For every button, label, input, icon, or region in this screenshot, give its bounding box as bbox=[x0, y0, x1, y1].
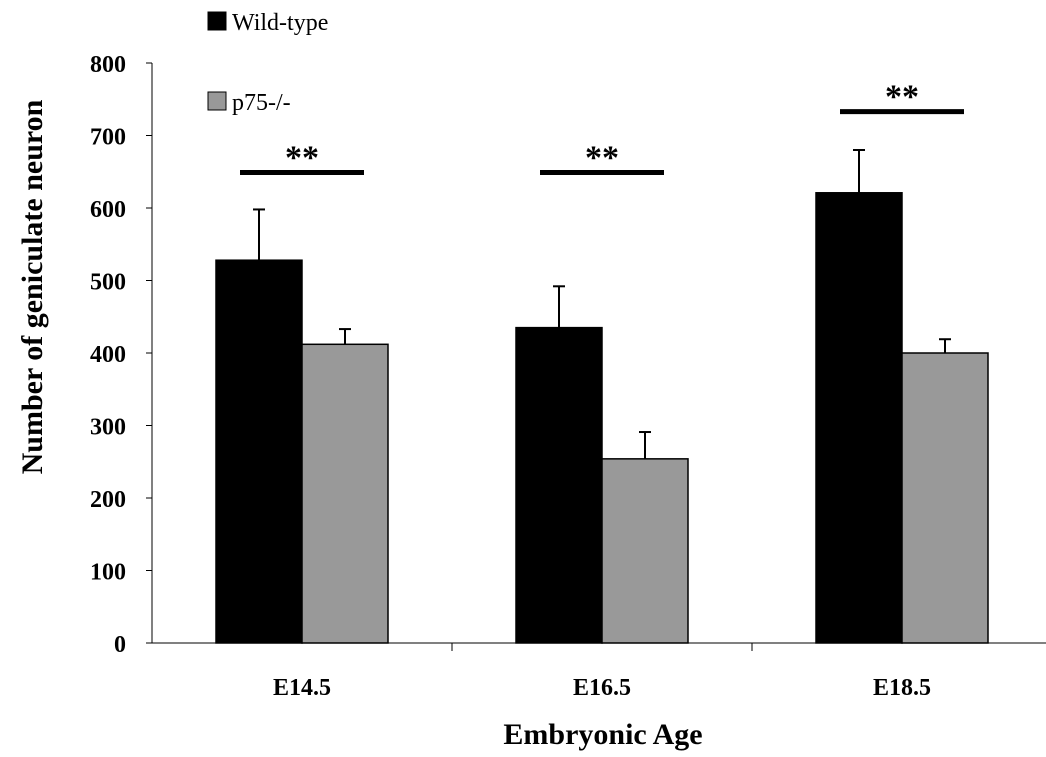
significance-label: ** bbox=[285, 139, 319, 176]
y-tick-label: 0 bbox=[114, 632, 126, 658]
y-tick-label: 200 bbox=[90, 487, 126, 513]
y-axis-title: Number of geniculate neuron bbox=[16, 99, 49, 474]
y-tick-label: 600 bbox=[90, 197, 126, 223]
bar-p75-e14-5 bbox=[301, 343, 389, 644]
y-tick-label: 100 bbox=[90, 560, 126, 586]
bar-wild-type-e14-5 bbox=[215, 259, 303, 644]
x-axis-ticks: E14.5 E16.5 E18.5 bbox=[273, 643, 931, 701]
significance-markers: ** ** ** bbox=[240, 79, 964, 176]
bar-wild-type-e18-5 bbox=[815, 192, 903, 644]
x-axis-title: Embryonic Age bbox=[503, 718, 702, 751]
y-tick-label: 500 bbox=[90, 270, 126, 296]
x-tick-label: E16.5 bbox=[573, 675, 631, 701]
y-tick-label: 300 bbox=[90, 415, 126, 441]
legend-label-p75: p75-/- bbox=[232, 90, 291, 116]
bar-p75-e18-5 bbox=[901, 352, 989, 644]
error-bars bbox=[253, 149, 951, 459]
y-axis-ticks: 0 100 200 300 400 500 600 700 800 bbox=[90, 52, 152, 658]
x-tick-label: E18.5 bbox=[873, 675, 931, 701]
y-tick-label: 800 bbox=[90, 52, 126, 78]
legend-label-wild-type: Wild-type bbox=[232, 10, 328, 36]
y-tick-label: 400 bbox=[90, 342, 126, 368]
legend-swatch-p75 bbox=[207, 91, 227, 111]
bars bbox=[215, 192, 989, 644]
bar-wild-type-e16-5 bbox=[515, 326, 603, 644]
significance-label: ** bbox=[885, 79, 919, 116]
legend-swatch-wild-type bbox=[207, 11, 227, 31]
significance-label: ** bbox=[585, 139, 619, 176]
x-tick-label: E14.5 bbox=[273, 675, 331, 701]
legend: Wild-type p75-/- bbox=[207, 10, 328, 116]
y-tick-label: 700 bbox=[90, 125, 126, 151]
bar-p75-e16-5 bbox=[601, 458, 689, 644]
